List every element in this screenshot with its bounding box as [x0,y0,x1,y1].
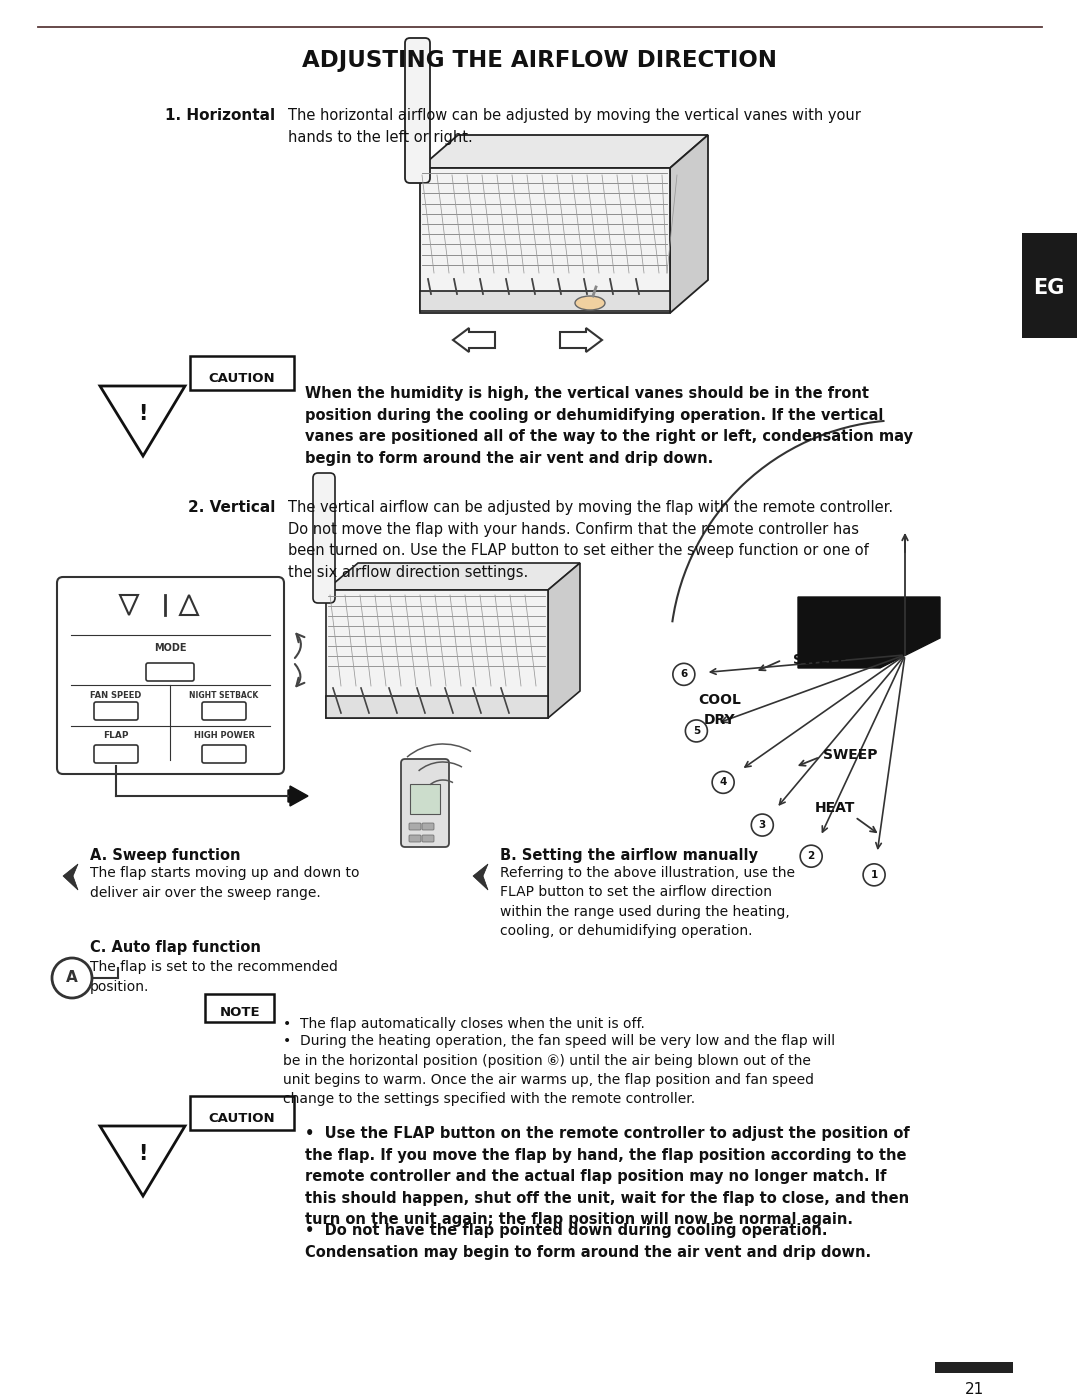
FancyBboxPatch shape [94,745,138,763]
FancyArrow shape [288,787,308,806]
Text: MODE: MODE [153,643,186,652]
FancyBboxPatch shape [94,703,138,719]
FancyBboxPatch shape [420,291,670,312]
FancyBboxPatch shape [202,745,246,763]
Polygon shape [326,590,548,718]
Text: FLAP: FLAP [104,732,129,740]
FancyBboxPatch shape [313,474,335,604]
Text: ADJUSTING THE AIRFLOW DIRECTION: ADJUSTING THE AIRFLOW DIRECTION [302,49,778,71]
Text: HIGH POWER: HIGH POWER [193,732,255,740]
Text: When the humidity is high, the vertical vanes should be in the front
position du: When the humidity is high, the vertical … [305,386,913,465]
FancyBboxPatch shape [422,835,434,842]
FancyBboxPatch shape [202,703,246,719]
Text: !: ! [138,1144,148,1164]
Text: •  During the heating operation, the fan speed will be very low and the flap wil: • During the heating operation, the fan … [283,1034,835,1106]
Text: A. Sweep function: A. Sweep function [90,848,241,863]
Text: !: ! [138,404,148,425]
FancyBboxPatch shape [422,823,434,830]
Text: •  Use the FLAP button on the remote controller to adjust the position of
the fl: • Use the FLAP button on the remote cont… [305,1126,909,1228]
Text: 6: 6 [680,669,688,679]
Text: •  The flap automatically closes when the unit is off.: • The flap automatically closes when the… [283,1017,645,1031]
Text: NIGHT SETBACK: NIGHT SETBACK [189,690,258,700]
Polygon shape [326,563,580,590]
Text: A: A [66,971,78,985]
FancyBboxPatch shape [190,356,294,390]
Text: SWEEP: SWEEP [823,747,877,761]
FancyBboxPatch shape [410,784,440,814]
FancyBboxPatch shape [57,577,284,774]
Circle shape [52,958,92,997]
Circle shape [686,719,707,742]
Text: HEAT: HEAT [814,800,855,814]
Text: C. Auto flap function: C. Auto flap function [90,940,261,956]
FancyBboxPatch shape [405,38,430,183]
Text: 2: 2 [808,851,814,861]
Text: 3: 3 [758,820,766,830]
Text: The vertical airflow can be adjusted by moving the flap with the remote controll: The vertical airflow can be adjusted by … [288,500,893,580]
FancyBboxPatch shape [409,823,421,830]
Text: 4: 4 [719,777,727,788]
FancyBboxPatch shape [401,759,449,847]
FancyBboxPatch shape [409,835,421,842]
Text: EG: EG [1034,278,1065,298]
Text: B. Setting the airflow manually: B. Setting the airflow manually [500,848,758,863]
Text: SWEEP: SWEEP [793,652,847,666]
Text: The flap is set to the recommended
position.: The flap is set to the recommended posit… [90,960,338,993]
FancyBboxPatch shape [326,696,548,718]
Polygon shape [420,136,708,168]
Text: 1. Horizontal: 1. Horizontal [165,108,275,123]
Text: NOTE: NOTE [219,1006,260,1018]
Text: DRY: DRY [704,712,735,726]
Circle shape [712,771,734,793]
FancyBboxPatch shape [190,1097,294,1130]
Text: The horizontal airflow can be adjusted by moving the vertical vanes with your
ha: The horizontal airflow can be adjusted b… [288,108,861,145]
FancyBboxPatch shape [146,664,194,680]
Text: 2. Vertical: 2. Vertical [188,500,275,515]
Polygon shape [63,863,78,890]
Text: Referring to the above illustration, use the
FLAP button to set the airflow dire: Referring to the above illustration, use… [500,866,795,939]
FancyBboxPatch shape [205,995,274,1023]
Text: CAUTION: CAUTION [208,1112,275,1126]
Text: 21: 21 [964,1383,984,1397]
Polygon shape [548,563,580,718]
FancyBboxPatch shape [935,1362,1013,1373]
Text: 1: 1 [870,870,878,880]
Text: The flap starts moving up and down to
deliver air over the sweep range.: The flap starts moving up and down to de… [90,866,360,900]
Text: FAN SPEED: FAN SPEED [91,690,141,700]
Polygon shape [473,863,488,890]
Polygon shape [420,168,670,313]
Text: 5: 5 [692,726,700,736]
Circle shape [800,845,822,868]
Circle shape [863,863,886,886]
Text: CAUTION: CAUTION [208,373,275,386]
Text: COOL: COOL [699,693,742,707]
Ellipse shape [575,296,605,310]
FancyBboxPatch shape [1022,233,1077,338]
Polygon shape [670,136,708,313]
Circle shape [752,814,773,835]
FancyArrow shape [453,328,495,352]
Circle shape [673,664,694,686]
FancyArrow shape [561,328,602,352]
Polygon shape [798,597,940,668]
Text: •  Do not have the flap pointed down during cooling operation.
Condensation may : • Do not have the flap pointed down duri… [305,1222,872,1260]
